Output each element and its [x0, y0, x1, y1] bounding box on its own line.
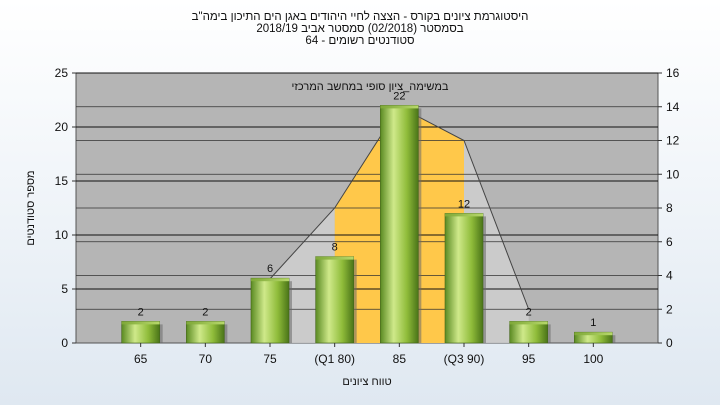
bar-value-label: 6: [267, 263, 273, 275]
bar-top: [445, 213, 483, 217]
bar-top: [251, 278, 289, 282]
bar: [121, 321, 160, 344]
x-axis-title: טווח ציונים: [342, 376, 391, 388]
x-tick-label: 85: [393, 352, 407, 366]
chart-title-line-2: בסמסטר (02/2018) סמסטר אביב 2018/19: [256, 23, 464, 35]
bar-top: [186, 321, 225, 325]
bar-value-label: 2: [138, 306, 144, 318]
x-tick-label: 100: [583, 352, 603, 366]
bar-value-label: 1: [590, 317, 596, 329]
bar-top: [509, 321, 548, 325]
y2-tick-label: 2: [666, 302, 673, 316]
y2-tick-label: 12: [666, 134, 680, 148]
chart-annotation: במשימה_ציון סופי במחשב המרכזי: [292, 81, 449, 93]
bar-value-label: 22: [393, 90, 405, 102]
x-tick-label: 75: [263, 352, 277, 366]
y2-tick-label: 14: [666, 100, 680, 114]
x-tick-label: 70: [199, 352, 213, 366]
y2-tick-label: 4: [666, 269, 673, 283]
y-axis-right: 0 2 4 6 8 10 12 14 16: [658, 66, 680, 350]
x-tick-label: 65: [134, 352, 148, 366]
bar-top: [121, 321, 160, 325]
x-axis: 65 70 75 (Q1 80) 85 (Q3 90) 95 100: [134, 343, 604, 366]
y-tick-label: 15: [55, 174, 69, 188]
y-axis-left: 0 5 10 15 20 25: [55, 66, 76, 350]
y-axis-title: מספר סטודנטים: [25, 170, 37, 245]
y2-tick-label: 8: [666, 201, 673, 215]
y-tick-label: 0: [61, 336, 68, 350]
bar-value-label: 8: [332, 242, 338, 254]
bar: [444, 213, 484, 344]
bar-top: [574, 332, 613, 336]
y2-tick-label: 16: [666, 66, 680, 80]
y-tick-label: 5: [61, 282, 68, 296]
bar-value-label: 2: [202, 306, 208, 318]
bar: [186, 321, 225, 344]
y2-tick-label: 10: [666, 167, 680, 181]
y-tick-label: 25: [55, 66, 69, 80]
bar: [315, 256, 354, 344]
bar-top: [380, 105, 419, 109]
grid-lines: [76, 72, 658, 310]
chart-title-line-1: היסטוגרמת ציונים בקורס - הצצה לחיי היהוד…: [191, 11, 529, 23]
x-tick-label: (Q3 90): [444, 352, 485, 366]
x-tick-label: (Q1 80): [314, 352, 355, 366]
bar-value-label: 12: [458, 198, 470, 210]
y-tick-label: 10: [55, 228, 69, 242]
y2-tick-label: 0: [666, 336, 673, 350]
bar-top: [315, 256, 354, 260]
y2-tick-label: 6: [666, 235, 673, 249]
bar-value-label: 2: [526, 306, 532, 318]
bar: [509, 321, 548, 344]
x-tick-label: 95: [522, 352, 536, 366]
bar: [250, 277, 290, 344]
chart-title-line-3: סטודנטים רשומים - 64: [305, 35, 415, 47]
y-tick-label: 20: [55, 120, 69, 134]
bar: [380, 105, 419, 344]
